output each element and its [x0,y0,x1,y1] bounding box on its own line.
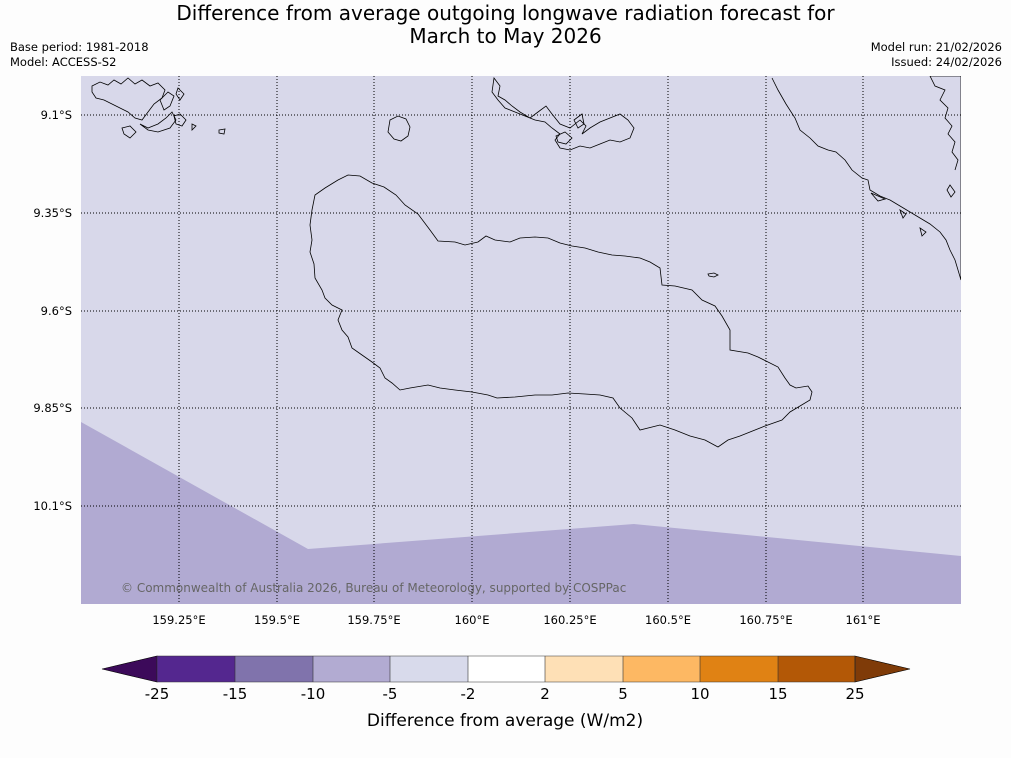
colorbar-tick: 5 [618,685,628,703]
colorbar-segment [390,656,468,682]
colorbar-dividers [156,655,856,683]
copyright-notice: © Commonwealth of Australia 2026, Bureau… [121,581,626,595]
colorbar-min-extension [101,655,158,683]
lat-label: 9.85°S [33,401,72,415]
lon-label: 160.75°E [739,613,792,627]
colorbar-tick: -25 [145,685,170,703]
lat-axis-labels: 9.1°S 9.35°S 9.6°S 9.85°S 10.1°S [33,108,72,513]
title-line-2: March to May 2026 [409,24,602,48]
colorbar-max-extension [854,655,911,683]
colorbar-tick: 25 [845,685,864,703]
lat-label: 9.1°S [41,108,72,122]
lon-label: 159.75°E [347,613,400,627]
lat-label: 10.1°S [33,499,72,513]
model-run: Model run: 21/02/2026 [870,40,1002,54]
colorbar-segment [623,656,700,682]
lat-label: 9.35°S [33,206,72,220]
colorbar-segment [157,656,235,682]
lon-label: 160°E [455,613,490,627]
base-period: Base period: 1981-2018 [10,40,149,54]
colorbar-segment [235,656,313,682]
colorbar-tick: 2 [540,685,550,703]
colorbar-segment [700,656,778,682]
colorbar-segment [545,656,623,682]
lon-label: 160.25°E [543,613,596,627]
colorbar-segment [468,656,545,682]
colorbar-segment [313,656,390,682]
lon-label: 160.5°E [645,613,691,627]
lon-label: 159.25°E [152,613,205,627]
colorbar-tick: 10 [690,685,709,703]
lat-label: 9.6°S [41,304,72,318]
lon-label: 159.5°E [254,613,300,627]
colorbar-tick: -15 [223,685,248,703]
island-coastline-main [309,174,813,448]
colorbar: -25 -15 -10 -5 -2 2 5 10 15 25 Differenc… [101,655,911,731]
northeast-coastline [771,76,961,281]
model-name: Model: ACCESS-S2 [10,55,117,69]
colorbar-tick: -5 [383,685,398,703]
colorbar-tick: -10 [301,685,326,703]
lon-label: 161°E [846,613,881,627]
lon-axis-labels: 159.25°E 159.5°E 159.75°E 160°E 160.25°E… [152,613,880,627]
colorbar-segment [778,656,855,682]
colorbar-ticks: -25 -15 -10 -5 -2 2 5 10 15 25 [145,685,865,703]
islet-coastline [707,272,719,278]
anomaly-region-lower [81,422,961,604]
round-island-coastline [387,115,411,142]
colorbar-label: Difference from average (W/m2) [367,711,643,731]
map-panel: © Commonwealth of Australia 2026, Bureau… [81,76,961,604]
colorbar-tick: -2 [461,685,476,703]
gridlines [81,76,961,604]
issued-date: Issued: 24/02/2026 [891,55,1002,69]
title-line-1: Difference from average outgoing longwav… [176,1,835,25]
colorbar-tick: 15 [768,685,787,703]
